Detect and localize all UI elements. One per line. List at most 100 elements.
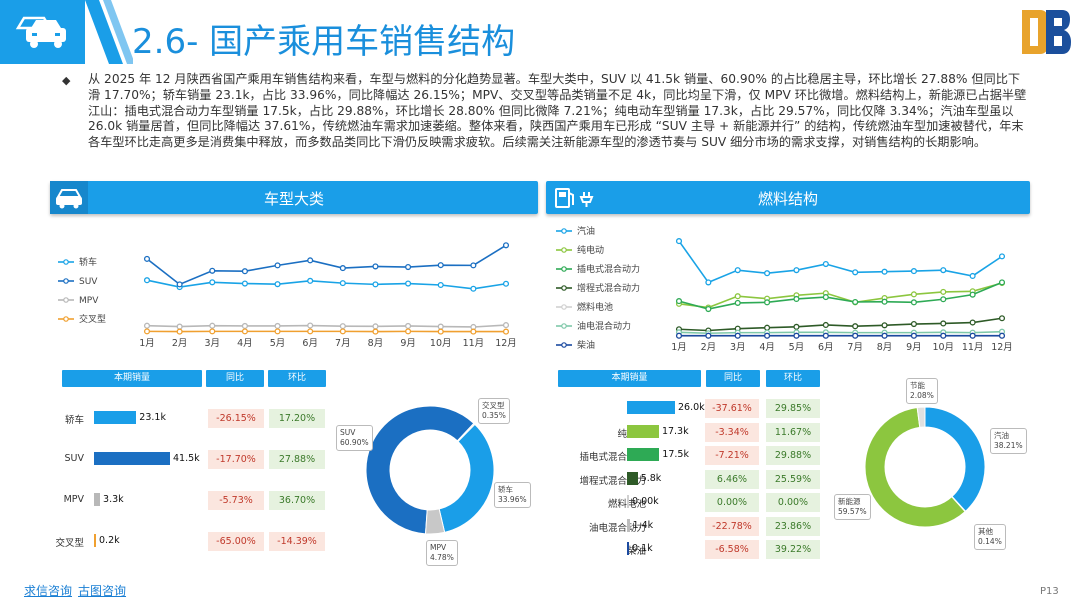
x-tick-label: 1月: [139, 338, 155, 349]
data-point: [764, 324, 771, 331]
yoy-cell: -17.70%: [208, 450, 264, 469]
row-label: SUV: [64, 453, 84, 464]
value-bar: [627, 471, 638, 485]
data-point: [405, 263, 412, 271]
data-point: [241, 322, 248, 329]
fuel-pump-icon: [555, 188, 594, 208]
x-tick-label: 9月: [906, 342, 922, 353]
data-point: [274, 281, 281, 288]
footer-link-2[interactable]: 古图咨询: [78, 584, 127, 598]
data-point: [881, 322, 888, 329]
value-bar: [627, 542, 629, 555]
series-line: [678, 240, 1003, 284]
footer-links: 求信咨询 古图咨询: [24, 582, 132, 599]
mom-cell: 25.59%: [766, 469, 820, 489]
data-point: [910, 321, 917, 328]
data-point: [969, 272, 976, 280]
x-tick-label: 3月: [204, 338, 220, 349]
yoy-cell: -65.00%: [208, 532, 264, 551]
mom-cell: 27.88%: [269, 450, 325, 469]
data-point: [241, 268, 248, 275]
yoy-cell: -7.21%: [705, 446, 759, 465]
data-point: [910, 268, 917, 275]
legend-label: 交叉型: [79, 313, 106, 325]
data-point: [940, 332, 947, 339]
left-header-yoy: 同比: [206, 370, 264, 387]
legend-marker: [561, 266, 567, 272]
footer-link-1[interactable]: 求信咨询: [24, 584, 73, 598]
left-header-volume: 本期销量: [62, 370, 202, 387]
mom-cell: 11.67%: [766, 422, 820, 442]
series-line: [146, 279, 507, 290]
value-bar: [94, 493, 101, 506]
legend-marker: [63, 278, 69, 284]
data-point: [675, 238, 683, 245]
data-point: [143, 322, 151, 329]
donut1-label-mpv: MPV 4.78%: [426, 540, 458, 566]
value-bar: [627, 495, 629, 508]
data-point: [143, 255, 151, 262]
legend-marker: [561, 247, 567, 253]
data-point: [910, 332, 917, 339]
data-point: [274, 328, 281, 335]
data-point: [675, 298, 683, 305]
mom-cell: 29.88%: [766, 446, 820, 465]
data-point: [502, 242, 510, 249]
donut1-label-suv: SUV 60.90%: [336, 425, 373, 451]
data-point: [998, 332, 1006, 339]
data-point: [470, 285, 477, 292]
x-tick-label: 12月: [495, 338, 517, 349]
x-tick-label: 7月: [335, 338, 351, 349]
yoy-cell: -3.34%: [705, 422, 759, 442]
data-point: [764, 299, 771, 306]
row-label: 轿车: [64, 415, 84, 426]
legend-label: 汽油: [577, 225, 595, 237]
data-point: [940, 288, 947, 295]
data-point: [339, 328, 346, 335]
data-point: [852, 298, 859, 306]
series-line: [678, 281, 1003, 310]
x-tick-label: 11月: [463, 338, 485, 349]
data-point: [881, 332, 888, 339]
data-point: [405, 328, 412, 335]
series-line: [146, 324, 507, 328]
donut-slice: [864, 406, 966, 528]
data-point: [852, 323, 859, 330]
yoy-cell: -22.78%: [705, 516, 759, 536]
data-point: [793, 323, 800, 330]
data-point: [822, 294, 829, 301]
mom-cell: 23.86%: [766, 516, 820, 536]
data-point: [339, 323, 346, 330]
x-tick-label: 4月: [237, 338, 253, 349]
data-point: [143, 277, 151, 284]
value-bar: [627, 424, 659, 438]
x-tick-label: 4月: [759, 342, 775, 353]
legend-label: 纯电动: [577, 244, 604, 256]
legend-label: 油电混合动力: [577, 320, 631, 332]
x-tick-label: 12月: [991, 342, 1013, 353]
data-point: [176, 323, 183, 330]
data-point: [176, 328, 183, 335]
left-section-banner: 车型大类: [50, 181, 538, 214]
data-point: [502, 328, 510, 335]
legend-marker: [63, 316, 69, 322]
data-point: [372, 323, 379, 330]
bar-value-label: 41.5k: [173, 453, 200, 464]
mom-cell: 39.22%: [766, 540, 820, 559]
x-tick-label: 6月: [818, 342, 834, 353]
legend-label: 柴油: [577, 339, 595, 351]
bar-value-label: 0.2k: [99, 535, 120, 546]
row-label: MPV: [63, 494, 84, 505]
series-line: [146, 244, 507, 286]
data-point: [307, 277, 314, 284]
right-section-banner: 燃料结构: [546, 181, 1030, 214]
x-tick-label: 1月: [671, 342, 687, 353]
data-point: [822, 332, 829, 339]
bar-value-label: 3.3k: [103, 494, 124, 505]
data-point: [734, 332, 741, 339]
page-number: P13: [1040, 586, 1059, 597]
row-label: 燃料电池: [608, 496, 646, 510]
fuel-type-donut-chart: [864, 406, 986, 528]
data-point: [241, 328, 248, 335]
right-header-mom: 环比: [766, 370, 820, 387]
